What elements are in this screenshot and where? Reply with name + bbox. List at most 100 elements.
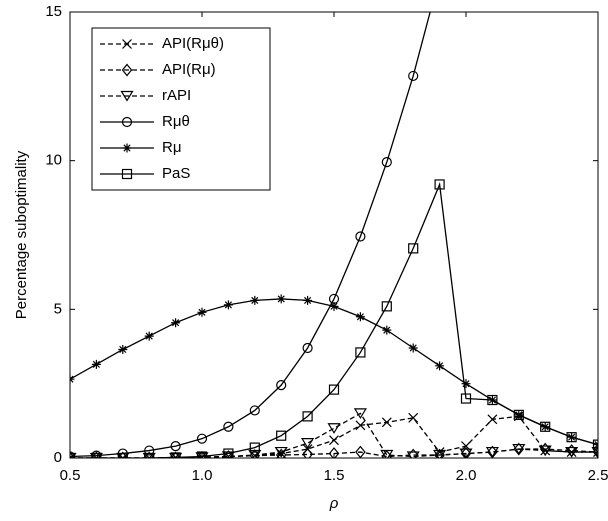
legend-label: rAPI: [162, 87, 191, 104]
marker: [144, 452, 155, 458]
marker: [223, 300, 233, 310]
marker: [122, 39, 132, 49]
marker: [144, 331, 154, 341]
marker: [591, 446, 598, 458]
marker: [408, 343, 418, 353]
series-line: [70, 181, 598, 458]
marker: [433, 449, 447, 458]
plot-area: [70, 12, 598, 458]
marker: [408, 243, 419, 254]
marker: [460, 393, 472, 404]
marker: [302, 411, 313, 422]
marker: [513, 409, 524, 420]
marker: [406, 451, 420, 458]
legend-label: API(Rμ): [162, 61, 216, 78]
marker: [250, 295, 260, 305]
marker: [249, 405, 260, 416]
marker: [276, 380, 287, 391]
marker: [117, 452, 128, 458]
marker: [381, 157, 392, 168]
marker: [302, 342, 313, 354]
y-tick-label: 15: [45, 3, 62, 20]
marker: [355, 231, 366, 242]
marker: [301, 438, 315, 449]
series-line: [70, 298, 598, 446]
marker: [353, 408, 367, 420]
marker: [328, 384, 340, 395]
marker: [592, 439, 598, 450]
x-axis-label: ρ: [329, 495, 339, 512]
marker: [91, 359, 101, 369]
marker: [355, 347, 366, 358]
marker: [381, 417, 392, 428]
marker: [171, 318, 181, 328]
marker: [274, 446, 288, 458]
marker: [249, 442, 260, 453]
marker: [566, 432, 577, 443]
marker: [485, 446, 499, 458]
marker: [328, 447, 340, 458]
marker: [248, 449, 262, 458]
marker: [120, 90, 134, 102]
x-tick-label: 0.5: [60, 467, 81, 484]
marker: [195, 452, 209, 458]
marker: [407, 448, 419, 458]
marker: [143, 451, 155, 458]
marker: [144, 445, 155, 456]
marker: [592, 445, 598, 458]
marker: [355, 312, 365, 322]
legend-label: Rμ: [162, 139, 181, 156]
marker: [460, 447, 472, 458]
marker: [170, 452, 181, 458]
marker: [170, 441, 181, 452]
marker: [223, 450, 234, 458]
marker: [459, 448, 473, 458]
legend-box: [91, 27, 271, 191]
marker: [329, 301, 339, 311]
marker: [196, 451, 208, 458]
marker: [117, 453, 128, 458]
marker: [381, 301, 392, 312]
marker: [461, 379, 471, 389]
marker: [303, 295, 313, 305]
marker: [275, 448, 287, 458]
marker: [327, 423, 341, 434]
x-tick-label: 1.5: [324, 467, 345, 484]
y-tick-label: 10: [45, 152, 62, 169]
marker: [121, 168, 133, 180]
legend-label: PaS: [162, 165, 190, 182]
marker: [382, 325, 392, 335]
marker: [221, 451, 235, 458]
marker: [196, 433, 208, 444]
marker: [121, 63, 133, 77]
marker: [512, 443, 526, 455]
marker: [434, 179, 445, 190]
marker: [70, 453, 75, 458]
marker: [122, 143, 132, 153]
marker: [329, 435, 339, 446]
marker: [121, 116, 133, 128]
marker: [276, 294, 286, 304]
series-line: [70, 12, 431, 458]
marker: [487, 394, 498, 406]
marker: [434, 448, 445, 458]
marker: [408, 412, 419, 423]
legend-label: Rμθ: [162, 113, 190, 130]
marker: [355, 445, 366, 458]
marker: [197, 307, 207, 317]
y-axis-label: Percentage suboptimality: [13, 150, 30, 319]
marker: [487, 414, 498, 425]
marker: [355, 420, 366, 431]
marker: [117, 451, 129, 458]
marker: [380, 449, 394, 458]
series-line: [70, 412, 598, 458]
marker: [565, 446, 579, 458]
marker: [118, 344, 128, 354]
y-tick-label: 5: [54, 300, 62, 317]
marker: [435, 361, 445, 371]
marker: [223, 421, 234, 432]
marker: [144, 453, 155, 458]
marker: [302, 447, 313, 458]
